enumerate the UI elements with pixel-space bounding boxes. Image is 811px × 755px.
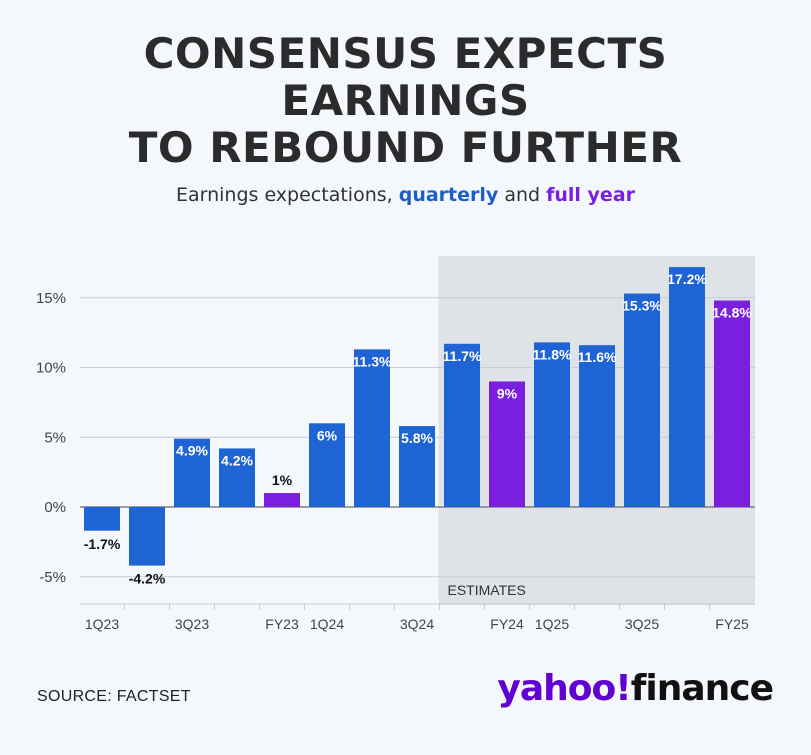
data-label: 6% [317,427,338,443]
x-tick-label: FY25 [715,616,749,632]
data-label: 4.2% [221,452,253,468]
bar [219,448,255,507]
bar [354,349,390,507]
y-tick-label: 0% [44,499,66,516]
bar [129,507,165,566]
data-label: 14.8% [712,305,752,321]
bar-chart: ESTIMATES 15% 10% 5% 0% -5% -1.7% 1Q23 -4.2% 4.9%… [36,256,755,632]
data-label: 15.3% [622,298,662,314]
x-tick-label: 3Q24 [400,616,434,632]
bar [84,507,120,531]
data-label: 4.9% [176,443,208,459]
bar [444,343,480,507]
chart-subtitle: Earnings expectations, quarterly and ful… [0,184,811,206]
x-tick-label: FY23 [265,616,299,632]
bar [669,267,705,507]
x-tick-label: 1Q25 [535,616,569,632]
x-tick-label: FY24 [490,616,524,632]
bar [579,345,615,507]
data-label: 11.6% [578,349,617,365]
x-tick-label: 3Q23 [175,616,209,632]
y-tick-label: 15% [36,290,66,307]
title-line-2: EARNINGS [281,76,530,125]
data-label: -1.7% [84,536,121,552]
bar [399,426,435,507]
bar [534,342,570,507]
x-tick-label: 3Q25 [625,616,659,632]
source-note: SOURCE: FACTSET [37,688,191,705]
bar [264,493,300,507]
y-tick-label: -5% [39,569,66,586]
y-tick-label: 10% [36,360,66,377]
bar [624,293,660,507]
chart-title: CONSENSUS EXPECTS EARNINGS TO REBOUND FU… [0,30,811,171]
data-label: 11.8% [533,346,572,362]
x-tick-label: 1Q23 [85,616,119,632]
data-label: 11.3% [353,353,392,369]
x-tick-label: 1Q24 [310,616,344,632]
subtitle-and: and [498,184,547,206]
title-line-3: TO REBOUND FURTHER [128,123,683,172]
data-label: -4.2% [129,571,166,587]
bar [174,438,210,507]
data-label: 1% [272,472,293,488]
bar [489,381,525,507]
logo-finance: finance [630,668,774,709]
subtitle-quarterly: quarterly [398,184,499,206]
subtitle-prefix: Earnings expectations, [175,184,399,206]
estimates-label: ESTIMATES [448,582,526,598]
yahoo-finance-logo: yahoo!finance [497,668,774,709]
y-tick-label: 5% [44,429,66,446]
data-label: 17.2% [667,271,707,287]
bar [714,300,750,507]
title-line-1: CONSENSUS EXPECTS [143,29,668,78]
logo-yahoo: yahoo! [497,668,631,709]
data-label: 11.7% [443,348,482,364]
bar [309,423,345,507]
subtitle-full-year: full year [546,184,636,206]
data-label: 9% [497,385,518,401]
data-label: 5.8% [401,430,433,446]
